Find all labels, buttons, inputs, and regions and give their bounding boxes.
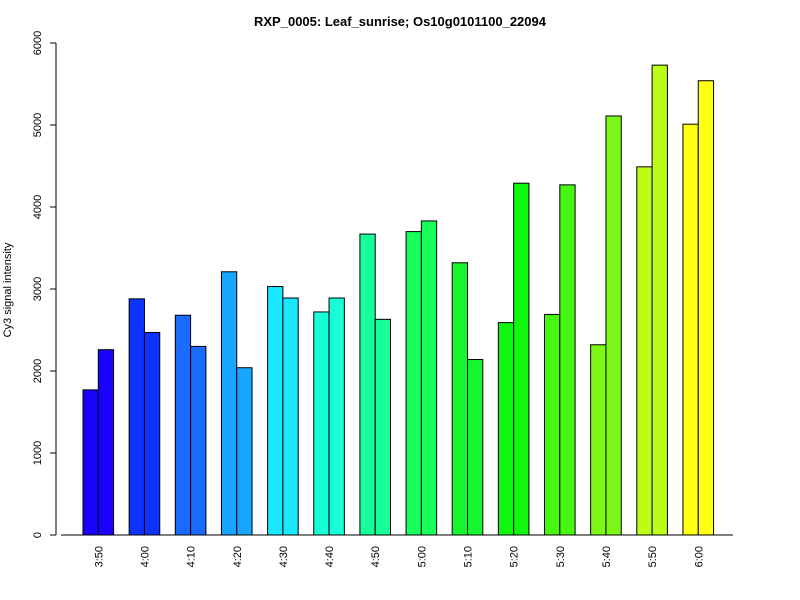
y-tick-label: 0 [32,532,44,538]
bar-600-2 [697,80,715,536]
x-tick-label: 3:50 [93,546,105,567]
bar-410-1 [174,314,192,536]
x-tick-label: 4:00 [139,546,151,567]
bar-420-1 [220,271,238,536]
x-tick-label: 5:30 [555,546,567,567]
bar-450-2 [374,318,392,536]
bar-430-2 [282,297,299,536]
bar-500-2 [420,220,438,536]
bar-530-2 [559,184,576,536]
bar-600-1 [682,123,699,536]
bar-440-2 [328,297,345,536]
bar-530-1 [544,313,561,536]
y-axis: 0 1000 2000 3000 4000 5000 6000 [32,31,57,538]
bar-440-1 [313,311,330,536]
bar-430-1 [267,286,284,536]
y-tick-label: 5000 [32,113,44,137]
bar-450-1 [359,233,376,536]
bar-420-2 [236,367,253,536]
x-tick-label: 4:40 [324,546,336,567]
bar-500-1 [405,231,422,536]
bar-350-2 [97,349,115,536]
x-tick-label: 4:50 [370,546,382,567]
y-axis-label: Cy3 signal intensity [2,242,14,337]
y-tick-label: 6000 [32,31,44,55]
x-tick-label: 5:50 [647,546,659,567]
x-tick-label: 5:40 [601,546,613,567]
y-tick-label: 1000 [32,441,44,465]
bar-400-1 [128,298,145,536]
bar-550-2 [651,64,668,536]
x-tick-label: 5:00 [416,546,428,567]
bar-510-1 [451,262,469,536]
x-tick-label: 4:20 [232,546,244,567]
chart-title: RXP_0005: Leaf_sunrise; Os10g0101100_220… [254,14,547,29]
y-tick-label: 3000 [32,277,44,301]
y-tick-label: 4000 [32,195,44,219]
bar-520-1 [497,322,515,536]
y-tick-label: 2000 [32,359,44,383]
bar-410-2 [190,345,207,536]
x-tick-label: 6:00 [693,546,705,567]
x-tick-label: 4:30 [278,546,290,567]
bar-540-2 [605,115,622,536]
x-tick-label: 4:10 [186,546,198,567]
bar-550-1 [636,166,653,536]
bar-520-2 [513,182,530,536]
bar-400-2 [143,331,161,536]
bar-540-1 [590,344,607,536]
bars-group [82,64,715,536]
bar-350-1 [82,389,99,536]
bar-510-2 [467,359,484,536]
x-axis-labels: 3:50 4:00 4:10 4:20 4:30 4:40 4:50 5:00 5:10 5:20… [93,546,705,567]
x-tick-label: 5:20 [509,546,521,567]
x-tick-label: 5:10 [463,546,475,567]
